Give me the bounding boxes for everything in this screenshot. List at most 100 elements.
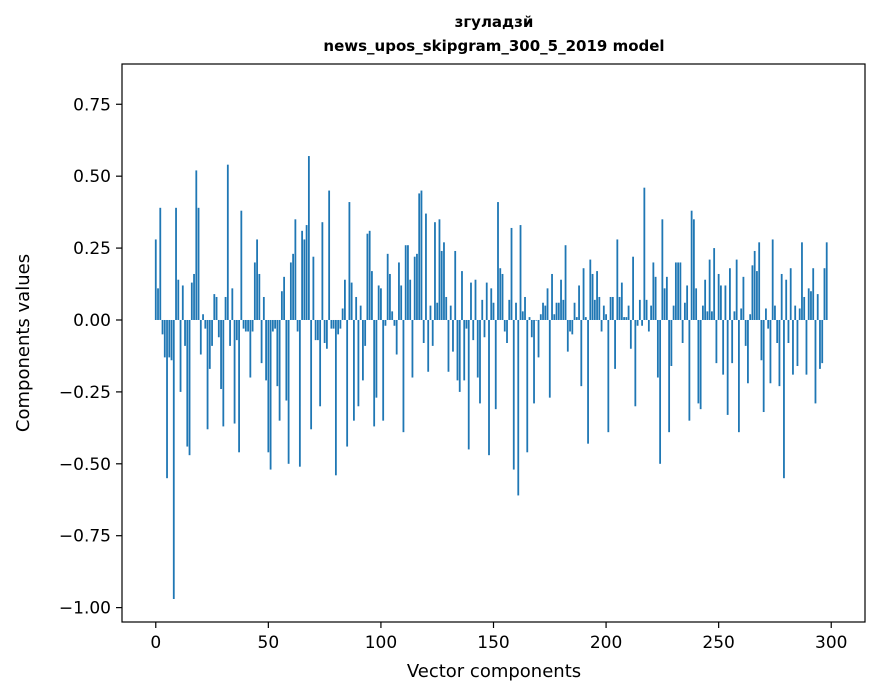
- bar-287: [801, 242, 803, 320]
- bar-79: [332, 319, 335, 329]
- bar-21: [202, 314, 204, 320]
- bar-224: [659, 319, 662, 464]
- bar-277: [778, 319, 781, 387]
- bar-221: [652, 262, 655, 320]
- bar-154: [501, 273, 504, 320]
- bar-284: [794, 305, 797, 320]
- bar-70: [312, 256, 315, 320]
- bar-51: [269, 319, 272, 470]
- bar-213: [634, 319, 637, 407]
- bar-119: [422, 319, 425, 343]
- bar-13: [184, 319, 186, 346]
- x-tick-label: 200: [590, 633, 622, 653]
- bar-30: [222, 319, 225, 427]
- bar-266: [753, 250, 756, 320]
- bar-12: [181, 285, 184, 320]
- bar-50: [267, 319, 270, 453]
- bar-124: [434, 222, 436, 320]
- bar-104: [389, 273, 391, 320]
- bar-156: [506, 319, 508, 343]
- bar-174: [546, 288, 549, 320]
- bar-227: [665, 276, 668, 320]
- bar-245: [706, 311, 709, 320]
- bar-272: [767, 319, 770, 329]
- bar-283: [792, 319, 794, 375]
- bar-206: [618, 296, 621, 320]
- bar-290: [807, 288, 810, 320]
- bar-269: [760, 319, 763, 361]
- bar-181: [562, 299, 565, 320]
- bar-16: [190, 282, 193, 320]
- bar-138: [465, 319, 468, 329]
- bar-26: [213, 294, 216, 320]
- bar-180: [560, 279, 562, 320]
- bar-193: [589, 259, 592, 320]
- x-axis-ticks: 0 50 100 150 200 250 300: [150, 622, 847, 653]
- bar-142: [474, 279, 477, 320]
- bar-34: [231, 288, 234, 320]
- bar-196: [596, 271, 598, 320]
- bar-133: [454, 250, 457, 320]
- bar-146: [483, 319, 486, 338]
- bar-173: [544, 305, 547, 320]
- bar-153: [499, 268, 502, 320]
- bar-279: [783, 319, 785, 479]
- bar-247: [711, 311, 713, 320]
- bar-210: [627, 305, 630, 320]
- bar-135: [458, 319, 461, 392]
- bar-262: [744, 319, 747, 346]
- bar-176: [551, 273, 553, 320]
- bar-145: [481, 299, 484, 320]
- bar-126: [438, 219, 441, 320]
- bar-201: [607, 319, 610, 433]
- bar-56: [280, 291, 283, 320]
- bar-281: [787, 319, 790, 343]
- bar-274: [771, 239, 774, 320]
- bar-264: [749, 314, 752, 320]
- bar-87: [350, 282, 353, 320]
- bar-237: [688, 319, 691, 421]
- bar-131: [449, 305, 452, 320]
- bar-52: [271, 319, 274, 332]
- bar-29: [220, 319, 222, 390]
- bar-164: [524, 296, 526, 320]
- bar-285: [796, 319, 799, 367]
- bar-214: [636, 319, 639, 326]
- bar-2: [159, 207, 162, 320]
- bar-255: [729, 268, 731, 320]
- bar-238: [690, 210, 693, 320]
- bar-127: [440, 250, 443, 320]
- bar-32: [226, 164, 229, 320]
- bar-73: [319, 319, 322, 407]
- bar-25: [211, 319, 213, 346]
- bar-89: [355, 296, 358, 320]
- bar-183: [566, 319, 569, 352]
- bar-45: [256, 239, 258, 320]
- bar-92: [362, 319, 364, 381]
- bar-59: [287, 319, 290, 464]
- bar-47: [260, 319, 263, 364]
- x-tick-label: 100: [365, 633, 397, 653]
- bar-184: [569, 319, 571, 332]
- bar-250: [717, 273, 720, 320]
- chart-title: згуладзй: [455, 13, 534, 31]
- bar-240: [695, 288, 698, 320]
- bar-267: [756, 271, 758, 320]
- bar-27: [215, 296, 218, 320]
- bar-90: [357, 319, 360, 407]
- bar-65: [301, 230, 304, 320]
- bar-97: [373, 319, 376, 427]
- bar-58: [285, 319, 288, 401]
- bar-187: [575, 317, 578, 320]
- bar-53: [274, 319, 276, 329]
- bar-189: [580, 319, 583, 387]
- bar-20: [199, 319, 202, 355]
- bar-203: [611, 296, 614, 320]
- bar-249: [715, 319, 718, 364]
- bar-219: [647, 319, 650, 332]
- bar-62: [294, 219, 297, 320]
- bar-233: [679, 262, 682, 320]
- bar-82: [339, 319, 342, 329]
- bar-143: [476, 319, 479, 378]
